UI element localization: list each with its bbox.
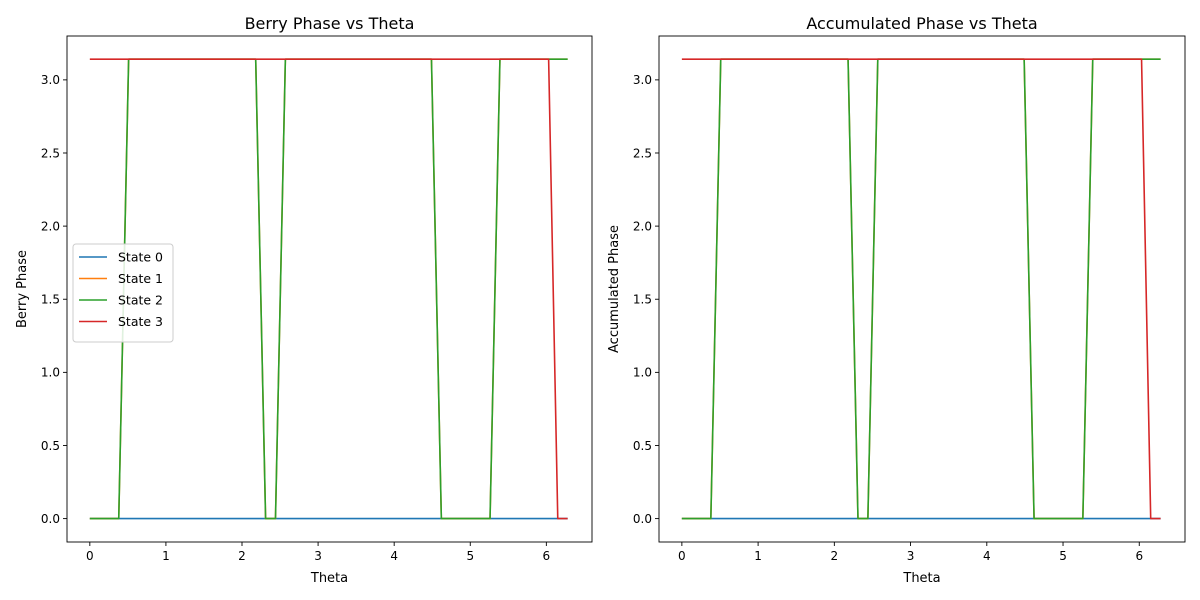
y-axis-label: Berry Phase — [15, 250, 30, 328]
legend-label: State 0 — [118, 250, 163, 265]
series-line-state-3 — [89, 58, 568, 520]
y-tick-label: 1.0 — [633, 366, 652, 380]
chart-title: Berry Phase vs Theta — [245, 14, 415, 33]
x-tick-label: 2 — [831, 549, 839, 563]
y-tick-label: 1.0 — [41, 366, 60, 380]
chart-accumulated-phase: Accumulated Phase vs Theta Theta Accumul… — [607, 14, 1186, 586]
x-tick-label: 0 — [678, 549, 686, 563]
x-tick-label: 3 — [907, 549, 915, 563]
legend-label: State 3 — [118, 314, 163, 329]
x-tick-label: 2 — [238, 549, 246, 563]
legend: State 0 State 1 State 2 State 3 — [72, 243, 174, 343]
x-axis-label: Theta — [310, 571, 348, 586]
x-tick-label: 6 — [1135, 549, 1143, 563]
y-tick-label: 3.0 — [633, 73, 652, 87]
x-tick-label: 1 — [162, 549, 170, 563]
axes-frame — [658, 35, 1186, 543]
chart-berry-phase: Berry Phase vs Theta Theta Berry Phase 0… — [15, 14, 593, 586]
series-line-series-3 — [681, 58, 1161, 520]
y-tick-label: 0.5 — [633, 439, 652, 453]
x-tick-label: 5 — [1059, 549, 1067, 563]
x-tick-label: 6 — [543, 549, 551, 563]
legend-box — [72, 243, 174, 343]
x-tick-label: 3 — [314, 549, 322, 563]
series-line-state-2 — [89, 58, 568, 520]
y-tick-label: 3.0 — [41, 73, 60, 87]
y-tick-label: 2.5 — [41, 146, 60, 160]
legend-label: State 1 — [118, 271, 163, 286]
y-tick-label: 2.0 — [41, 219, 60, 233]
y-tick-label: 1.5 — [41, 293, 60, 307]
x-tick-label: 5 — [466, 549, 474, 563]
x-tick-label: 4 — [983, 549, 991, 563]
y-tick-label: 0.0 — [41, 512, 60, 526]
series-line-series-2 — [681, 58, 1161, 520]
x-tick-label: 4 — [390, 549, 398, 563]
y-tick-label: 2.5 — [633, 146, 652, 160]
plot-area — [681, 58, 1161, 520]
y-tick-label: 0.0 — [633, 512, 652, 526]
plot-area — [89, 58, 568, 520]
x-tick-label: 1 — [754, 549, 762, 563]
y-tick-label: 1.5 — [633, 293, 652, 307]
legend-label: State 2 — [118, 293, 163, 308]
y-tick-label: 2.0 — [633, 219, 652, 233]
series-line-series-1 — [681, 58, 1161, 520]
axes-frame — [66, 35, 593, 543]
x-tick-label: 0 — [86, 549, 94, 563]
x-axis-label: Theta — [902, 571, 940, 586]
y-tick-label: 0.5 — [41, 439, 60, 453]
chart-title: Accumulated Phase vs Theta — [806, 14, 1037, 33]
y-axis-label: Accumulated Phase — [607, 225, 622, 353]
